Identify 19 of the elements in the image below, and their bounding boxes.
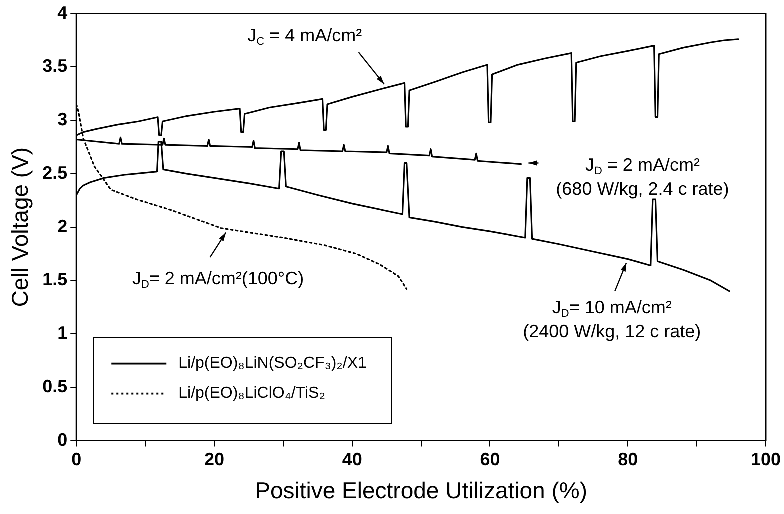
y-axis-title: Cell Voltage (V) (7, 147, 34, 308)
y-tick-label: 3.5 (42, 56, 68, 76)
y-tick-label: 1.5 (42, 270, 68, 290)
y-tick-label: 4 (58, 2, 68, 23)
y-tick-label: 2.5 (42, 162, 68, 183)
y-tick-label: 1 (58, 323, 68, 344)
legend-label: Li/p(EO)₈LiN(SO₂CF₃)₂/X1 (178, 355, 367, 372)
y-tick-label: 3 (58, 110, 68, 130)
x-tick-label: 0 (72, 450, 82, 470)
y-tick-label: 0.5 (42, 376, 68, 396)
legend-label: Li/p(EO)₈LiClO₄/TiS₂ (178, 385, 326, 402)
x-tick-label: 40 (342, 450, 362, 470)
x-axis-title: Positive Electrode Utilization (%) (255, 478, 588, 504)
x-tick-label: 60 (480, 450, 500, 470)
x-tick-label: 100 (750, 450, 782, 470)
y-tick-label: 0 (58, 430, 68, 450)
x-tick-label: 20 (204, 450, 225, 470)
y-tick-label: 2 (58, 216, 68, 236)
x-tick-label: 80 (618, 450, 638, 470)
